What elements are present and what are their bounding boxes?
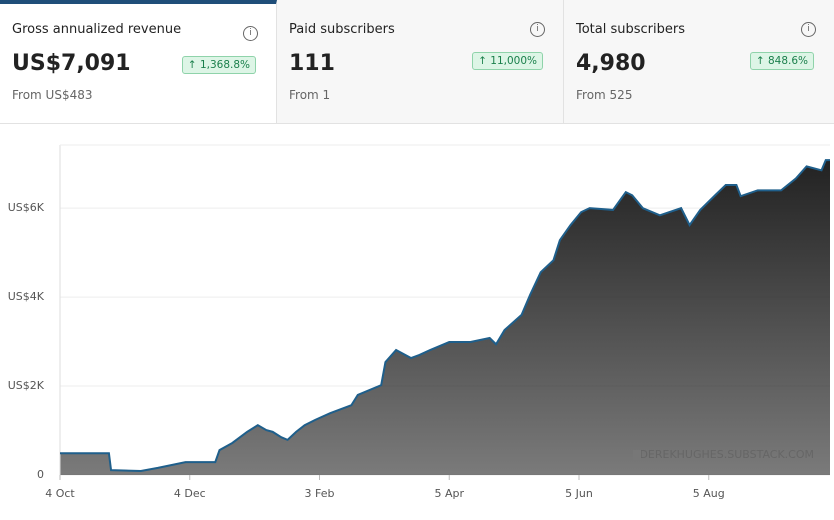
- card-value: 111: [289, 51, 335, 76]
- x-tick-label: 3 Feb: [305, 487, 335, 500]
- chart: DEREKHUGHES.SUBSTACK.COM 0 US$2K US$4K US$6…: [8, 144, 830, 500]
- x-tick-label: 5 Jun: [565, 487, 593, 500]
- info-icon[interactable]: i: [530, 22, 545, 37]
- x-tick-label: 5 Apr: [434, 487, 464, 500]
- y-tick-label: 0: [37, 468, 44, 481]
- area: [60, 160, 830, 476]
- stat-card[interactable]: Paid subscribers i 111 ↑ 11,000% From 1: [277, 0, 564, 123]
- card-from: From 525: [576, 88, 633, 102]
- stat-card[interactable]: Gross annualized revenue i US$7,091 ↑ 1,…: [0, 0, 277, 123]
- y-tick-label: US$4K: [8, 290, 45, 303]
- watermark: DEREKHUGHES.SUBSTACK.COM: [639, 448, 814, 461]
- change-badge: ↑ 848.6%: [749, 52, 814, 70]
- x-tick-label: 4 Dec: [174, 487, 206, 500]
- card-title: Total subscribers: [576, 22, 686, 37]
- line: [60, 159, 830, 472]
- card-value: US$7,091: [12, 51, 131, 76]
- stat-cards: Gross annualized revenue i US$7,091 ↑ 1,…: [0, 0, 834, 124]
- card-from: From 1: [289, 88, 331, 102]
- y-tick-label: US$2K: [8, 379, 45, 392]
- info-icon[interactable]: i: [801, 22, 816, 37]
- card-title: Paid subscribers: [289, 22, 395, 37]
- watermark-icon: [633, 450, 641, 460]
- change-badge: ↑ 1,368.8%: [181, 56, 256, 74]
- change-text: 11,000%: [490, 55, 537, 67]
- change-badge: ↑ 11,000%: [472, 52, 543, 70]
- card-title: Gross annualized revenue: [12, 22, 182, 37]
- info-icon[interactable]: i: [243, 26, 258, 41]
- card-from: From US$483: [12, 88, 93, 102]
- x-tick-label: 5 Aug: [693, 487, 725, 500]
- y-tick-label: US$6K: [8, 201, 45, 214]
- change-text: 848.6%: [767, 55, 808, 67]
- stat-card[interactable]: Total subscribers i 4,980 ↑ 848.6% From …: [564, 0, 834, 123]
- change-text: 1,368.8%: [199, 59, 250, 71]
- x-tick-label: 4 Oct: [45, 487, 75, 500]
- card-value: 4,980: [576, 51, 646, 76]
